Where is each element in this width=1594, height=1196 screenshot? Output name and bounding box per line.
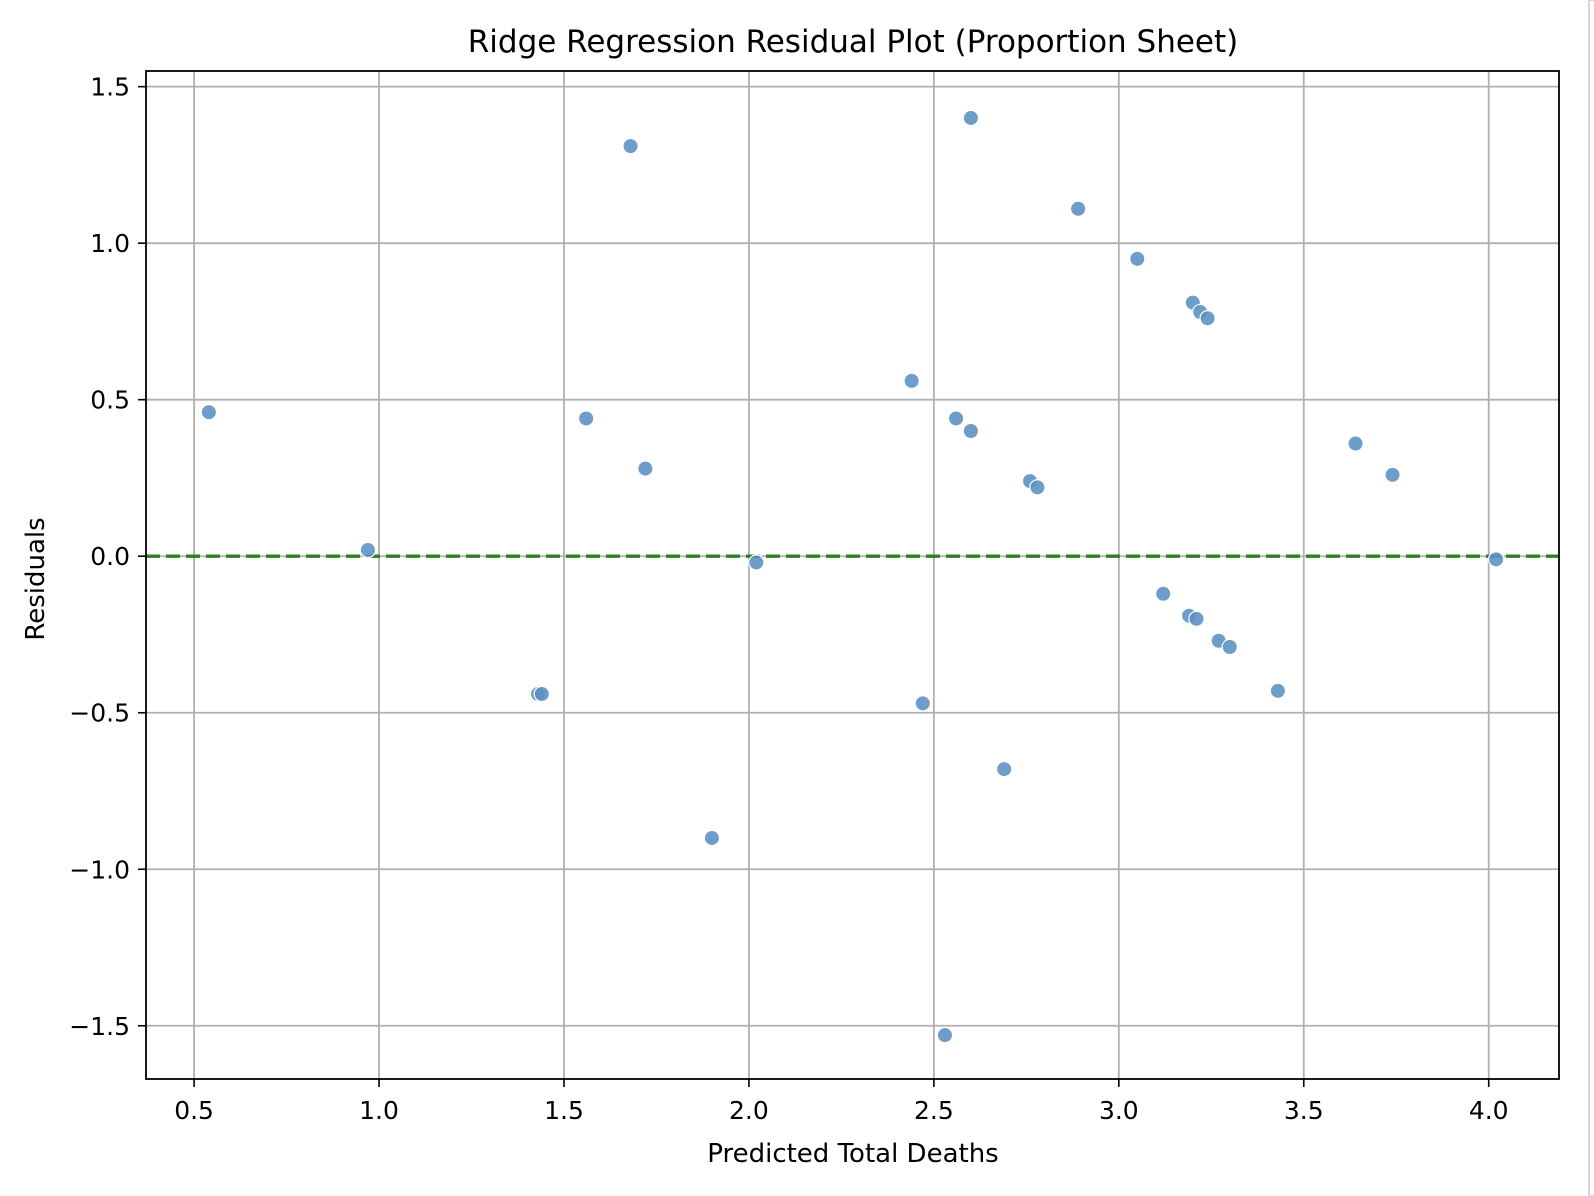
x-tick-label: 2.5	[914, 1096, 954, 1125]
data-point	[577, 410, 595, 427]
axis-ticks: 0.5 1.0 1.5 2.0 2.5 3.0 3.5 4.0 1.5 1.0 0.5 0.0 −0.5…	[69, 73, 1508, 1125]
y-axis-label: Residuals	[21, 517, 51, 640]
data-point	[1199, 310, 1216, 327]
x-tick-label: 3.0	[1099, 1096, 1139, 1125]
x-tick-label: 1.0	[359, 1096, 399, 1125]
y-tick-label: 0.5	[90, 386, 130, 415]
data-point	[703, 829, 721, 847]
data-points	[200, 109, 1505, 1044]
data-point	[1069, 200, 1087, 217]
data-point	[1269, 682, 1287, 700]
data-point	[936, 1026, 954, 1044]
grid-lines	[146, 71, 1559, 1079]
data-point	[748, 554, 765, 571]
y-tick-label: 0.0	[90, 542, 130, 571]
data-point	[1188, 610, 1205, 628]
data-point	[1029, 479, 1046, 496]
data-point	[637, 460, 654, 477]
data-point	[1347, 435, 1364, 452]
plot-area-frame	[145, 70, 1560, 1080]
y-tick-label: 1.5	[90, 73, 130, 102]
data-point	[947, 410, 965, 427]
data-point	[903, 372, 920, 390]
y-tick-label: −0.5	[69, 699, 130, 728]
right-edge-panel	[1588, 0, 1594, 1196]
y-tick-label: −1.5	[69, 1012, 130, 1041]
x-tick-label: 4.0	[1469, 1096, 1509, 1125]
data-point	[622, 137, 639, 155]
x-tick-label: 0.5	[174, 1096, 214, 1125]
data-point	[359, 541, 377, 559]
data-point	[200, 404, 218, 421]
data-point	[1129, 250, 1146, 268]
data-point	[533, 685, 550, 703]
y-tick-label: −1.0	[69, 855, 130, 884]
data-point	[962, 109, 980, 127]
data-point	[1155, 585, 1172, 602]
data-point	[995, 760, 1013, 778]
x-tick-label: 1.5	[544, 1096, 584, 1125]
data-point	[1221, 638, 1238, 656]
x-tick-label: 3.5	[1284, 1096, 1324, 1125]
chart-title: Ridge Regression Residual Plot (Proporti…	[468, 24, 1239, 60]
x-axis-label: Predicted Total Deaths	[707, 1139, 998, 1169]
y-tick-label: 1.0	[90, 229, 130, 258]
data-point	[1384, 466, 1401, 484]
data-point	[962, 422, 980, 440]
data-point	[914, 695, 931, 712]
data-point	[1487, 551, 1505, 568]
x-tick-label: 2.0	[729, 1096, 769, 1125]
